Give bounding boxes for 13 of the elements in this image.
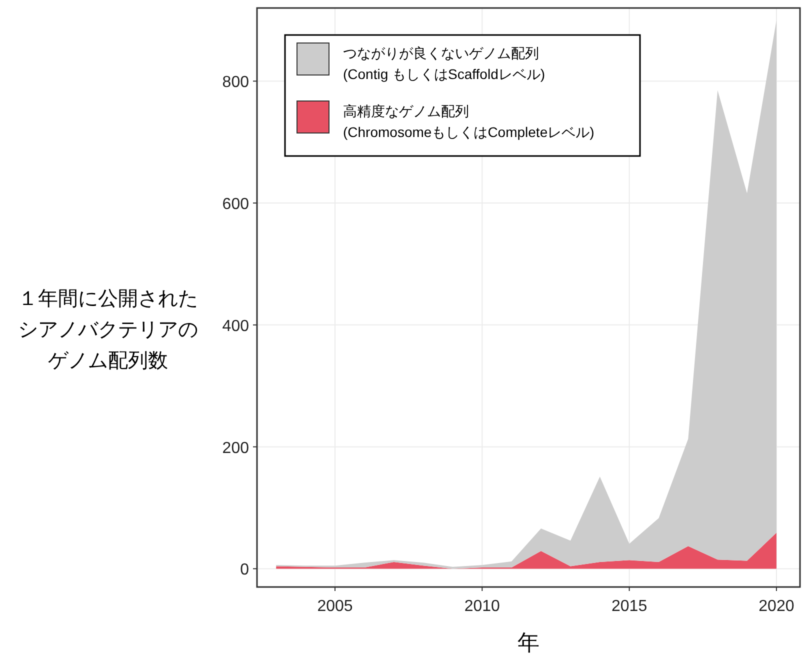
legend-label: 高精度なゲノム配列 (ChromosomeもしくはCompleteレベル)	[343, 103, 594, 140]
y-tick-label: 600	[222, 196, 250, 214]
y-tick-label: 400	[222, 318, 250, 335]
x-axis-title: 年	[518, 630, 540, 655]
x-tick-label: 2010	[464, 598, 500, 615]
x-tick-label: 2005	[317, 598, 353, 615]
y-axis-title: １年間に公開されたシアノバクテリアのゲノム配列数	[18, 288, 198, 372]
y-tick-label: 800	[222, 74, 250, 92]
x-tick-label: 2015	[612, 598, 648, 615]
x-tick-label: 2020	[758, 598, 794, 615]
y-tick-label: 200	[222, 440, 250, 457]
y-tick-label: 0	[240, 562, 250, 579]
legend-label: つながりが良くないゲノム配列 (Contig もしくはScaffoldレベル)	[343, 45, 546, 82]
